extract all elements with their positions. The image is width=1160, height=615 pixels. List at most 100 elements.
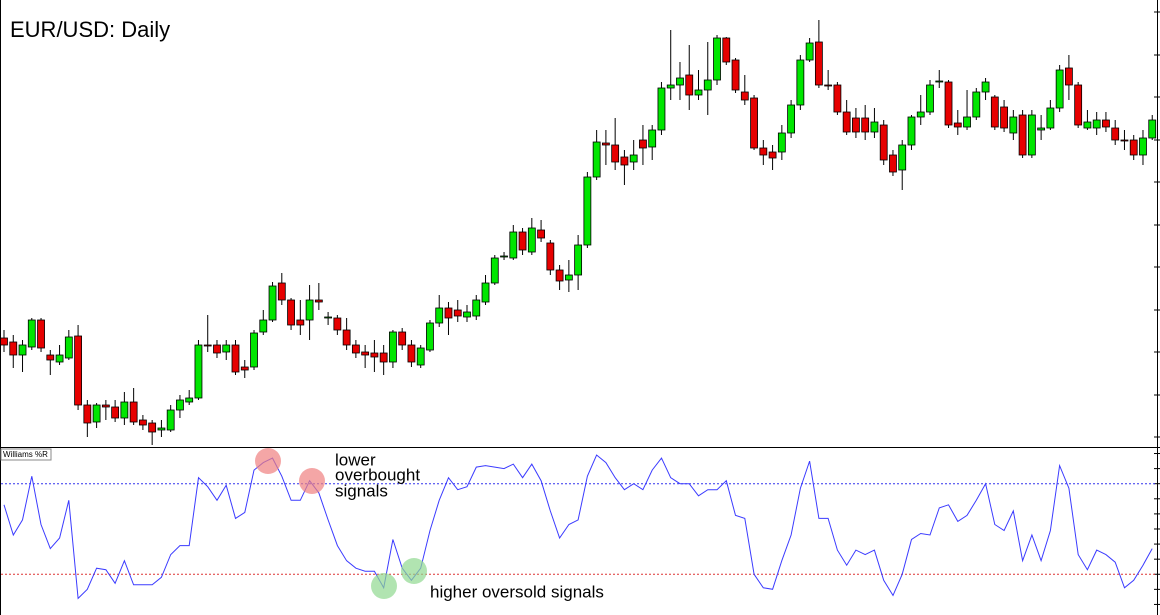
candle-body: [361, 351, 370, 356]
candle-body: [777, 132, 786, 153]
candle-body: [426, 322, 434, 351]
candle-body: [898, 144, 907, 171]
candle-body: [74, 335, 82, 406]
candle-body: [324, 316, 333, 319]
candle-body: [398, 331, 407, 346]
candle-body: [9, 341, 18, 356]
candle-body: [222, 344, 231, 353]
candle-body: [629, 154, 638, 163]
oversold-marker: [401, 558, 427, 584]
candle-body: [64, 336, 73, 359]
candle-body: [1018, 114, 1027, 156]
candle-body: [1083, 121, 1092, 129]
oversold-marker: [371, 573, 397, 599]
candle-body: [750, 97, 758, 149]
annotation: overbought: [335, 465, 420, 484]
candle-body: [416, 347, 425, 366]
indicator-label-box: [0, 448, 52, 461]
candle-body: [314, 299, 323, 303]
candle-body: [953, 122, 962, 128]
candle-body: [842, 111, 851, 133]
annotation: lower: [335, 450, 376, 469]
candle-body: [213, 344, 221, 354]
candle-body: [148, 422, 157, 433]
candle-body: [963, 116, 971, 128]
candle-body: [926, 84, 934, 113]
candle-body: [639, 139, 647, 149]
candle-body: [194, 344, 203, 399]
candle-body: [305, 299, 314, 321]
candle-body: [379, 352, 388, 363]
candle-body: [537, 229, 545, 239]
candle-body: [287, 299, 295, 326]
candle-body: [564, 274, 573, 281]
candle-body: [46, 354, 55, 361]
candle-body: [333, 317, 342, 331]
candle-body: [574, 244, 583, 276]
candle-body: [1111, 127, 1120, 141]
candle-body: [231, 344, 240, 373]
candle-body: [176, 399, 184, 411]
candle-body: [981, 81, 990, 93]
candle-body: [129, 401, 138, 423]
candle-body: [527, 227, 536, 253]
candle-body: [351, 344, 360, 354]
candle-body: [1120, 139, 1129, 142]
candle-body: [342, 329, 351, 346]
candle-body: [889, 154, 897, 173]
candle-body: [240, 366, 249, 371]
candle-body: [944, 81, 953, 126]
candle-body: [277, 282, 286, 301]
candle-body: [722, 37, 731, 63]
candle-body: [37, 319, 45, 349]
candle-body: [990, 96, 999, 128]
candle-body: [268, 285, 277, 321]
candle-body: [435, 307, 444, 324]
annotation: signals: [335, 481, 388, 500]
candle-body: [490, 257, 499, 284]
candle-body: [389, 331, 397, 363]
candle-body: [907, 116, 916, 146]
candle-body: [935, 80, 944, 83]
candle-body: [203, 344, 212, 347]
candle-body: [453, 309, 462, 317]
candle-body: [546, 242, 555, 271]
indicator-line: [3, 454, 1153, 600]
candle-body: [657, 87, 666, 131]
candle-body: [620, 156, 629, 166]
candle-body: [592, 141, 601, 178]
candle-body: [157, 427, 166, 431]
candle-body: [27, 319, 36, 348]
candle-body: [518, 231, 527, 251]
candle-body: [296, 319, 305, 326]
candle-body: [833, 84, 842, 113]
candle-body: [250, 332, 258, 368]
candle-body: [759, 147, 768, 156]
candle-body: [666, 84, 675, 89]
candle-body: [1046, 107, 1055, 129]
candle-body: [444, 307, 453, 319]
overbought-marker: [255, 448, 281, 474]
candle-body: [870, 121, 879, 133]
candle-body: [1055, 69, 1064, 109]
candle-body: [1065, 67, 1073, 86]
candle-body: [83, 404, 92, 424]
candle-body: [1129, 139, 1138, 156]
candle-body: [879, 124, 888, 161]
candle-body: [1027, 114, 1036, 156]
candle-body: [676, 77, 684, 86]
candle-body: [694, 89, 703, 96]
candle-body: [796, 59, 805, 106]
candle-body: [611, 144, 620, 163]
candle-body: [1148, 119, 1157, 139]
candle-body: [916, 111, 925, 118]
overbought-marker: [299, 468, 325, 494]
candle-body: [713, 37, 721, 81]
candle-body: [509, 231, 518, 259]
candle-body: [1000, 106, 1008, 129]
candle-body: [648, 129, 657, 148]
candle-body: [1102, 119, 1110, 128]
candle-body: [583, 176, 592, 246]
candle-body: [805, 42, 814, 61]
candle-body: [602, 142, 610, 146]
